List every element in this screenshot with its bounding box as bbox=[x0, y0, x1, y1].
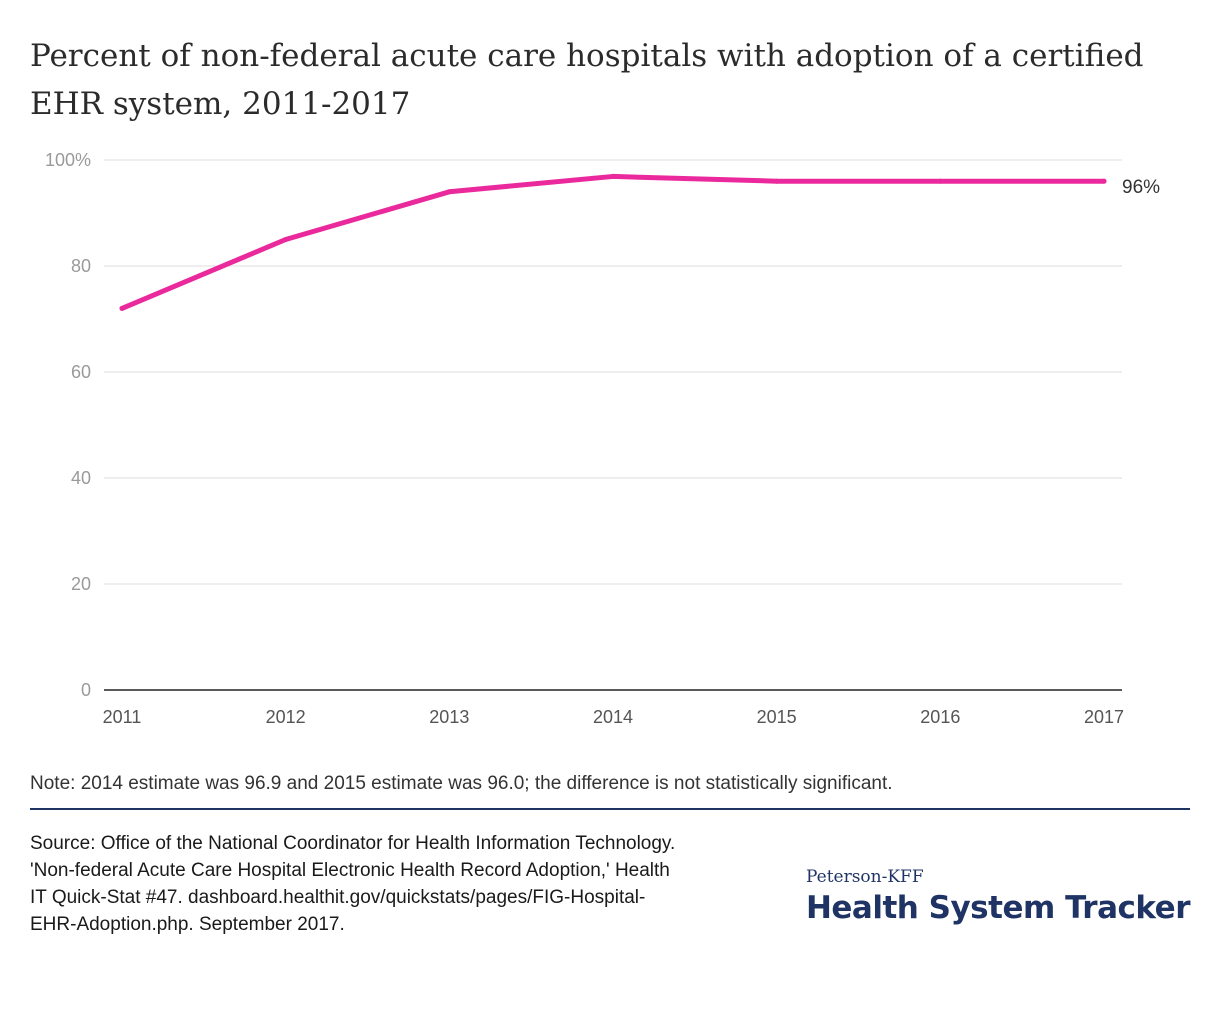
y-tick-label: 80 bbox=[71, 256, 91, 276]
x-tick-label: 2011 bbox=[103, 707, 142, 727]
x-tick-label: 2015 bbox=[757, 707, 797, 727]
x-tick-label: 2016 bbox=[920, 707, 960, 727]
y-tick-label: 0 bbox=[81, 680, 91, 700]
tracker-logo: Peterson-KFF Health System Tracker bbox=[805, 866, 1191, 928]
data-point bbox=[610, 173, 616, 179]
logo-product-name: Health System Tracker bbox=[805, 890, 1191, 926]
data-point bbox=[774, 178, 780, 184]
data-point bbox=[1101, 178, 1107, 184]
chart-title: Percent of non-federal acute care hospit… bbox=[30, 38, 1144, 122]
end-value-label: 96% bbox=[1122, 177, 1160, 198]
y-tick-label: 20 bbox=[71, 574, 91, 594]
x-tick-label: 2017 bbox=[1084, 707, 1124, 727]
series-line bbox=[119, 173, 1107, 311]
data-point bbox=[119, 305, 125, 311]
x-tick-label: 2012 bbox=[266, 707, 306, 727]
logo-org-name: Peterson-KFF bbox=[805, 867, 924, 887]
y-tick-label: 40 bbox=[71, 468, 91, 488]
x-tick-label: 2013 bbox=[429, 707, 469, 727]
chart-note: Note: 2014 estimate was 96.9 and 2015 es… bbox=[30, 773, 893, 794]
x-tick-label: 2014 bbox=[593, 707, 633, 727]
data-point bbox=[446, 189, 452, 195]
data-point bbox=[937, 178, 943, 184]
y-tick-label: 60 bbox=[71, 362, 91, 382]
source-text: Source: Office of the National Coordinat… bbox=[30, 833, 676, 935]
y-tick-label: 100% bbox=[45, 150, 91, 170]
divider bbox=[30, 808, 1190, 810]
data-point bbox=[283, 237, 289, 242]
line-chart: 100% 80 60 40 20 0 2011 2012 2013 2014 2015 2016 201… bbox=[45, 150, 1160, 727]
